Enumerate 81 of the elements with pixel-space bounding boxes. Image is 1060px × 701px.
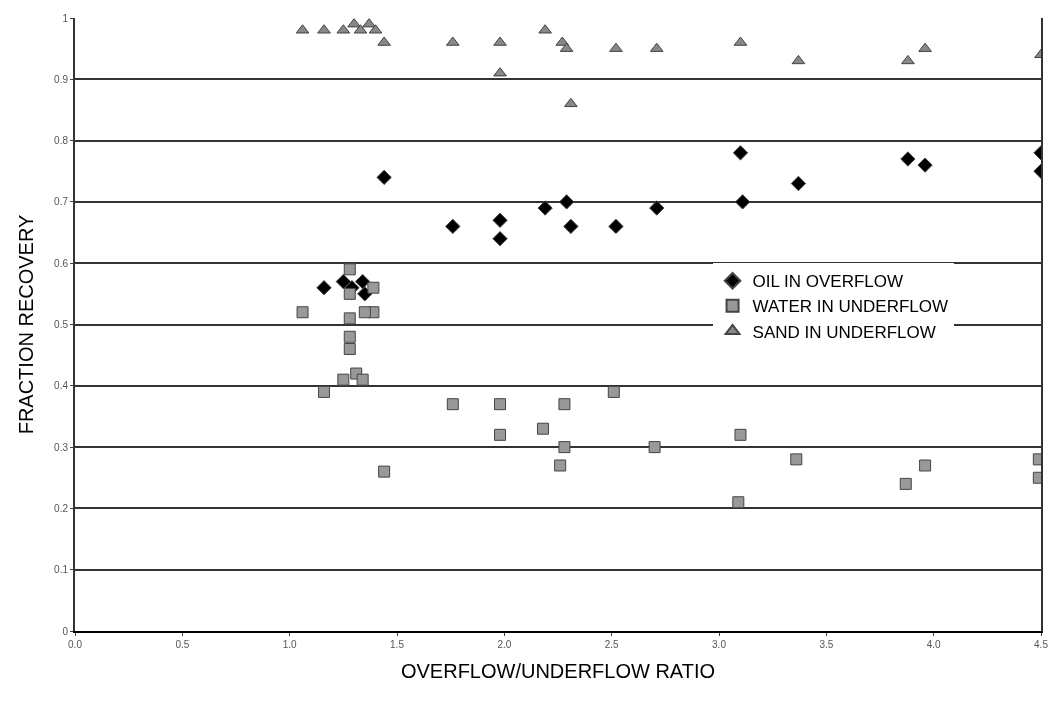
point [296,306,309,319]
legend-label: SAND IN UNDERFLOW [752,322,936,342]
y-tick-label: 0.7 [54,196,69,208]
point [608,218,624,235]
x-tick-label: 1.5 [390,639,405,650]
legend-label: OIL IN OVERFLOW [752,272,904,292]
x-tick-label: 2.5 [604,639,620,650]
point [732,496,745,509]
point [790,453,803,466]
point [343,343,356,356]
point [564,97,578,108]
point [919,459,932,472]
point [377,36,391,46]
x-tick-label: 3.0 [712,639,727,650]
point [494,398,507,411]
point [445,218,461,235]
point [376,169,392,186]
point [558,441,571,454]
y-tick-label: 0.6 [54,257,69,269]
point [492,231,508,247]
point [343,330,356,343]
point [316,280,332,296]
point [734,428,747,441]
x-tick-label: 1.0 [282,639,298,650]
point [734,194,751,210]
point [446,398,459,411]
point [378,465,391,478]
point [317,24,331,34]
legend-label: WATER IN UNDERFLOW [752,297,949,317]
point [536,422,549,435]
point [538,24,552,34]
y-tick-label: 0.1 [54,564,69,576]
point [648,441,661,454]
point [918,42,932,52]
x-tick-label: 3.5 [819,639,834,650]
point [558,398,571,411]
y-tick-label: 0 [62,625,69,637]
point [609,42,623,52]
point [343,312,356,325]
x-tick-label: 4.0 [926,639,942,650]
point [554,459,567,472]
point [358,306,371,319]
y-tick-label: 0.5 [54,319,69,330]
point [563,218,579,235]
x-tick-label: 4.5 [1034,639,1049,650]
x-tick-label: 0.0 [68,639,83,650]
point [790,175,807,192]
x-axis-title: OVERFLOW/UNDERFLOW RATIO [400,660,716,682]
x-tick-label: 0.5 [175,639,190,650]
y-tick-label: 0.4 [54,380,69,392]
y-tick-label: 0.2 [54,502,69,514]
point [318,385,331,398]
point [537,200,553,216]
point [493,36,507,46]
x-tick-label: 2.0 [497,639,512,650]
y-tick-label: 0.3 [54,441,69,453]
point [607,385,620,398]
point [337,373,350,386]
point [732,145,749,161]
point [367,281,380,294]
point [335,273,351,290]
y-tick-label: 0.8 [54,135,69,147]
point [362,18,376,28]
point [347,18,361,28]
point [493,67,507,77]
point [558,194,575,210]
point [492,212,508,228]
point [901,54,915,65]
point [900,151,916,167]
y-axis-title: FRACTION RECOVERY [15,214,38,435]
point [343,263,356,276]
point [917,157,933,173]
point [649,200,665,216]
point [494,428,507,441]
y-tick-label: 0.9 [54,73,69,85]
y-tick-label: 1 [62,12,69,24]
point [791,54,806,65]
point [343,287,356,300]
point [355,273,371,290]
point [899,477,912,490]
point [356,373,369,386]
